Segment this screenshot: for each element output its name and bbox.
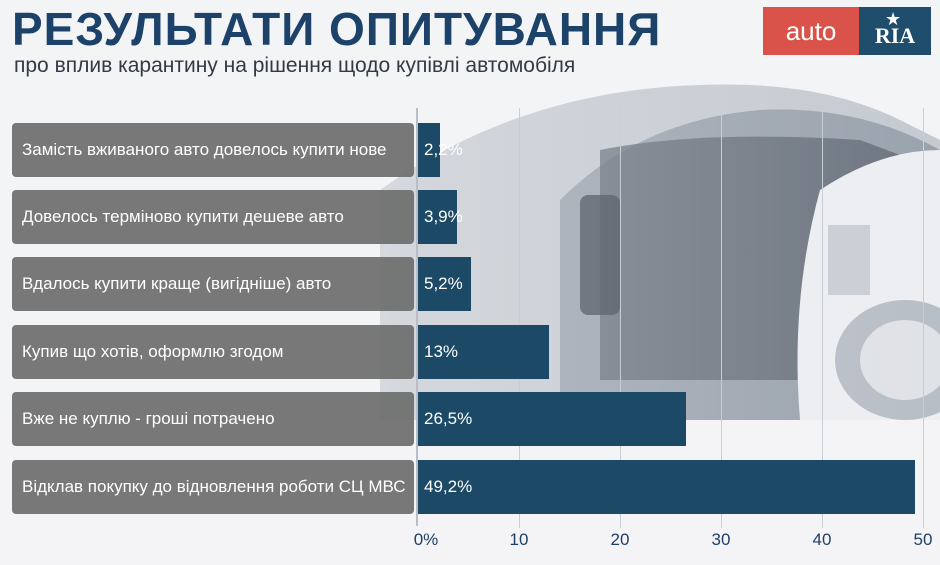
category-label: Купив що хотів, оформлю згодом xyxy=(12,325,414,379)
x-tick-label: 10 xyxy=(509,530,529,549)
bar-value-label: 5,2% xyxy=(424,274,463,293)
gridline xyxy=(620,108,621,528)
gridline xyxy=(519,108,520,528)
bar-value-label: 49,2% xyxy=(424,477,473,496)
x-tick-label: 30 xyxy=(711,530,731,549)
bar xyxy=(418,123,441,177)
x-tick-label: 50 xyxy=(913,530,933,549)
bar xyxy=(418,325,550,379)
bar xyxy=(418,392,686,446)
bar xyxy=(418,190,458,244)
logo-ria-text: RIA xyxy=(874,23,916,48)
category-label: Замість вживаного авто довелось купити н… xyxy=(12,123,414,177)
bar-value-label: 3,9% xyxy=(424,207,463,226)
bar xyxy=(418,257,471,311)
bar-value-label: 13% xyxy=(424,342,459,361)
category-label: Вже не куплю - гроші потрачено xyxy=(12,392,414,446)
gridline xyxy=(721,108,722,528)
star-icon: ★ xyxy=(885,9,902,30)
x-tick-label: 20 xyxy=(610,530,630,549)
y-axis-line xyxy=(416,108,418,526)
x-tick-label: 0% xyxy=(413,530,439,549)
gridline xyxy=(923,108,924,528)
bar-value-label: 26,5% xyxy=(424,409,473,428)
category-label: Довелось терміново купити дешеве авто xyxy=(12,190,414,244)
bar xyxy=(418,460,915,514)
category-label: Відклав покупку до відновлення роботи СЦ… xyxy=(12,460,414,514)
page-title: РЕЗУЛЬТАТИ ОПИТУВАННЯ xyxy=(12,3,662,55)
bar-value-label: 2,2% xyxy=(424,140,463,159)
autoria-logo: auto ★ RIA xyxy=(763,7,931,55)
page-subtitle: про вплив карантину на рішення щодо купі… xyxy=(14,54,576,77)
gridline xyxy=(822,108,823,528)
logo-ria-part: ★ RIA xyxy=(859,7,931,55)
x-tick-label: 40 xyxy=(812,530,832,549)
logo-auto-part: auto xyxy=(763,7,859,55)
category-label: Вдалось купити краще (вигідніше) авто xyxy=(12,257,414,311)
